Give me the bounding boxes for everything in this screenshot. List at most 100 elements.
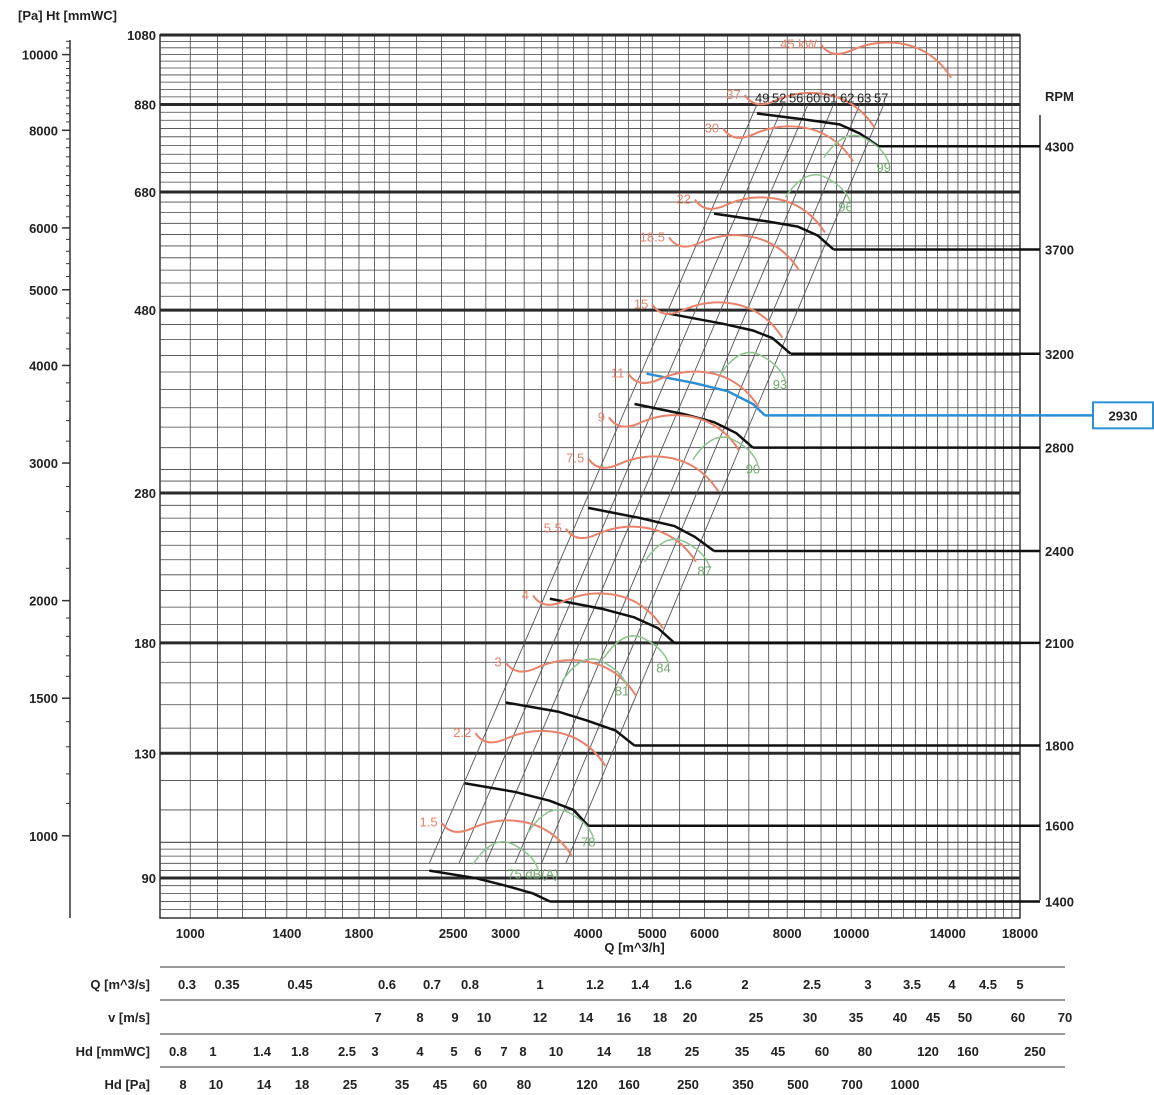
power-sublabel: 56: [789, 91, 803, 106]
power-curve: [587, 455, 720, 492]
bottom-scale-tick: 8: [519, 1044, 526, 1059]
bottom-scale-tick: 2.5: [338, 1044, 356, 1059]
rpm-curve-4300: [756, 112, 880, 148]
pa-tick-label: 4000: [29, 358, 58, 373]
power-curve: [694, 196, 826, 234]
bottom-scale-tick: 500: [787, 1077, 809, 1092]
rpm-label-2100: 2100: [1045, 636, 1074, 651]
bottom-scale-tick: 60: [1011, 1010, 1025, 1025]
power-label: 18.5: [640, 229, 665, 244]
bottom-scale-tick: 120: [576, 1077, 598, 1092]
bottom-scale-tick: 35: [395, 1077, 409, 1092]
x-tick-label: 2500: [439, 926, 468, 941]
mmwc-tick-label: 680: [134, 185, 156, 200]
x-tick-label: 14000: [930, 926, 966, 941]
power-sublabel: 62: [840, 91, 854, 106]
rpm-label-1600: 1600: [1045, 819, 1074, 834]
bottom-scale-tick: 2.5: [803, 977, 821, 992]
power-sublabel: 52: [772, 91, 786, 106]
power-sublabel: 63: [857, 91, 871, 106]
bottom-scale-tick: 1.4: [631, 977, 650, 992]
pa-tick-label: 6000: [29, 221, 58, 236]
bottom-scale-tick: 5: [450, 1044, 457, 1059]
x-axis-label: Q [m^3/h]: [604, 940, 664, 955]
bottom-scale-tick: 700: [841, 1077, 863, 1092]
rpm-curve-2800: [634, 402, 754, 449]
bottom-scale-tick: 80: [858, 1044, 872, 1059]
power-curve: [743, 91, 876, 129]
rpm-label-2400: 2400: [1045, 544, 1074, 559]
curves: [428, 41, 1093, 903]
bottom-scale-tick: 14: [257, 1077, 272, 1092]
grid: [159, 33, 1021, 919]
bottom-scale-tick: 120: [917, 1044, 939, 1059]
noise-curve: [561, 658, 628, 687]
noise-curve: [823, 134, 890, 164]
bottom-scale-tick: 0.3: [178, 977, 196, 992]
power-sublabel: 49: [755, 91, 769, 106]
bottom-scale-tick: 1: [209, 1044, 216, 1059]
x-tick-label: 6000: [690, 926, 719, 941]
power-curve: [565, 525, 697, 563]
bottom-scale-tick: 0.8: [169, 1044, 187, 1059]
bottom-scale-tick: 25: [685, 1044, 699, 1059]
noise-label: 93: [773, 377, 787, 392]
bottom-scale-tick: 0.7: [423, 977, 441, 992]
x-tick-label: 1400: [272, 926, 301, 941]
power-label: 2.2: [453, 725, 471, 740]
power-label: 1.5: [419, 815, 437, 830]
mmwc-tick-label: 90: [142, 871, 156, 886]
pa-tick-label: 2000: [29, 594, 58, 609]
rpm-label-4300: 4300: [1045, 139, 1074, 154]
bottom-scale-tick: 25: [749, 1010, 763, 1025]
bottom-scale-tick: 6: [474, 1044, 481, 1059]
rpm-curve-1400: [429, 869, 551, 903]
x-tick-label: 3000: [491, 926, 520, 941]
rpm-label-1400: 1400: [1045, 894, 1074, 909]
power-curve: [608, 414, 740, 451]
rpm-curve-2100: [549, 597, 676, 644]
pa-tick-label: 1000: [29, 829, 58, 844]
mmwc-tick-label: 180: [134, 636, 156, 651]
noise-curve: [719, 351, 786, 381]
bottom-scale-tick: 9: [451, 1010, 458, 1025]
mmwc-tick-label: 130: [134, 746, 156, 761]
bottom-scale-tick: 70: [1058, 1010, 1072, 1025]
noise-label: 96: [838, 199, 852, 214]
bottom-scale-tick: 45: [771, 1044, 785, 1059]
x-tick-label: 8000: [773, 926, 802, 941]
noise-curve: [602, 635, 670, 664]
power-curve: [474, 729, 607, 767]
envelope-line: [514, 104, 834, 864]
bottom-scale-tick: 0.35: [214, 977, 239, 992]
power-sublabel: 61: [823, 91, 837, 106]
rpm-curve-3700: [713, 212, 835, 251]
power-curve: [668, 234, 800, 271]
bottom-scale-tick: 2: [741, 977, 748, 992]
mmwc-tick-label: 1080: [127, 28, 156, 43]
bottom-scale-tick: 250: [677, 1077, 699, 1092]
rpm-curve-2930: [646, 372, 766, 417]
envelope-line: [485, 104, 809, 864]
bottom-scale-tick: 80: [517, 1077, 531, 1092]
bottom-scale-tick: 8: [416, 1010, 423, 1025]
rpm-label-2800: 2800: [1045, 441, 1074, 456]
axes: [Pa] Ht [mmWC] 10000 8000 6000 5000 4000 3000 2…: [18, 8, 1074, 955]
bottom-scale-tick: 250: [1024, 1044, 1046, 1059]
bottom-scale-tick: 3.5: [903, 977, 921, 992]
x-tick-label: 4000: [574, 926, 603, 941]
x-tick-label: 1000: [176, 926, 205, 941]
rpm-label-3200: 3200: [1045, 347, 1074, 362]
pa-tick-label: 1500: [29, 691, 58, 706]
power-label: 15: [634, 297, 648, 312]
x-tick-label: 1800: [345, 926, 374, 941]
x-tick-label: 5000: [638, 926, 667, 941]
noise-label: 78: [581, 834, 595, 849]
bottom-scale-tick: 1.6: [674, 977, 692, 992]
bottom-scale-tick: 0.45: [287, 977, 312, 992]
rpm-highlight-box: [1092, 401, 1154, 430]
power-curve: [440, 819, 573, 857]
bottom-scale-tick: 0.6: [378, 977, 396, 992]
mmwc-tick-label: 880: [134, 97, 156, 112]
noise-curve: [472, 841, 539, 870]
